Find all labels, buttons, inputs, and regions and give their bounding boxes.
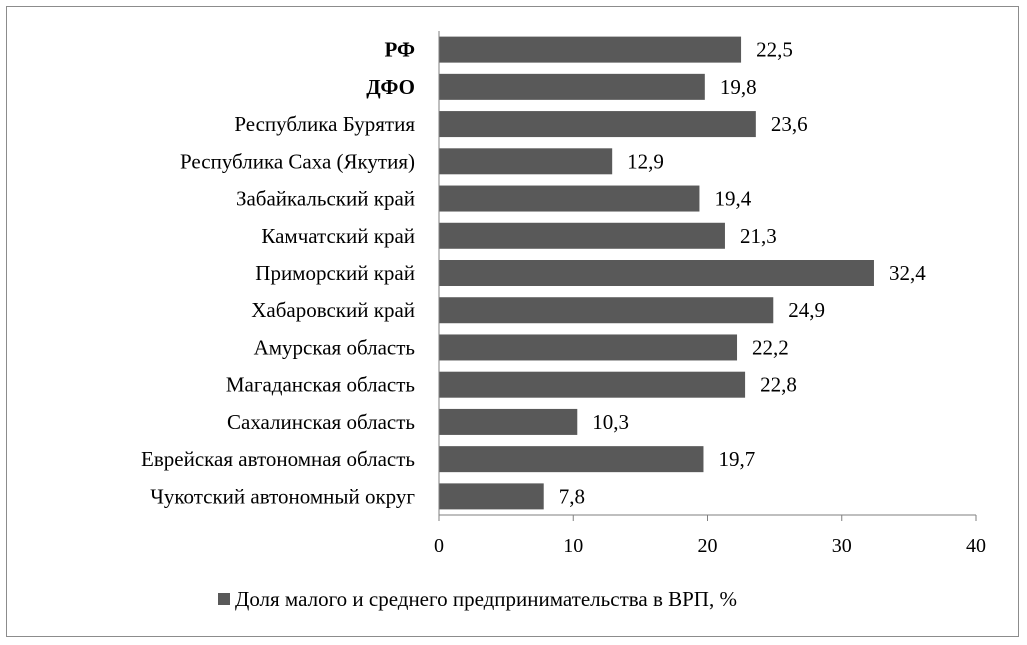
- x-tick-label: 40: [966, 535, 986, 557]
- x-tick-label: 0: [434, 535, 444, 557]
- category-label: Чукотский автономный округ: [150, 484, 415, 508]
- bar-8: [439, 297, 774, 324]
- category-label: ДФО: [366, 75, 415, 99]
- bar-3: [439, 111, 756, 138]
- value-label: 19,8: [720, 75, 757, 99]
- x-tick-label: 20: [698, 535, 718, 557]
- bar-12: [439, 446, 704, 473]
- x-tick-label: 10: [563, 535, 583, 557]
- value-label: 22,5: [756, 38, 793, 62]
- category-label: Еврейская автономная область: [141, 447, 415, 471]
- value-label: 21,3: [740, 224, 777, 248]
- category-label: Амурская область: [254, 335, 415, 359]
- value-label: 19,4: [714, 187, 751, 211]
- bar-13: [439, 483, 544, 510]
- x-axis: 0 10 20 30 40: [434, 31, 986, 557]
- value-label: 23,6: [771, 112, 808, 136]
- category-label: Приморский край: [255, 261, 415, 285]
- bar-10: [439, 371, 746, 398]
- category-label: Республика Бурятия: [234, 112, 415, 136]
- bar-9: [439, 334, 738, 361]
- category-label: Магаданская область: [226, 373, 415, 397]
- value-label: 22,8: [760, 373, 797, 397]
- value-label: 12,9: [627, 149, 664, 173]
- category-label: Республика Саха (Якутия): [180, 149, 415, 173]
- category-label: Камчатский край: [261, 224, 415, 248]
- bar-1: [439, 36, 742, 63]
- bar-5: [439, 185, 700, 212]
- bar-11: [439, 408, 578, 435]
- category-label: РФ: [384, 38, 415, 62]
- value-label: 22,2: [752, 335, 789, 359]
- value-label: 24,9: [788, 298, 825, 322]
- x-tick-label: 30: [832, 535, 852, 557]
- value-label: 19,7: [718, 447, 755, 471]
- category-label: Хабаровский край: [251, 298, 415, 322]
- value-label: 10,3: [592, 410, 629, 434]
- category-label: Сахалинская область: [227, 410, 415, 434]
- value-labels: 22,5 19,8 23,6 12,9 19,4 21,3 32,4 24,9 22,2 22,8…: [559, 38, 927, 509]
- legend-swatch: [218, 593, 230, 605]
- value-label: 7,8: [559, 484, 585, 508]
- category-labels: РФ ДФО Республика Бурятия Республика Саха (…: [141, 38, 415, 509]
- bars-layer: [439, 36, 874, 510]
- legend: Доля малого и среднего предпринимательст…: [218, 587, 737, 611]
- legend-label: Доля малого и среднего предпринимательст…: [235, 587, 737, 611]
- bar-6: [439, 222, 725, 249]
- bar-7: [439, 260, 874, 286]
- bar-4: [439, 148, 613, 175]
- category-label: Забайкальский край: [236, 187, 415, 211]
- value-label: 32,4: [889, 261, 926, 285]
- bar-2: [439, 73, 705, 100]
